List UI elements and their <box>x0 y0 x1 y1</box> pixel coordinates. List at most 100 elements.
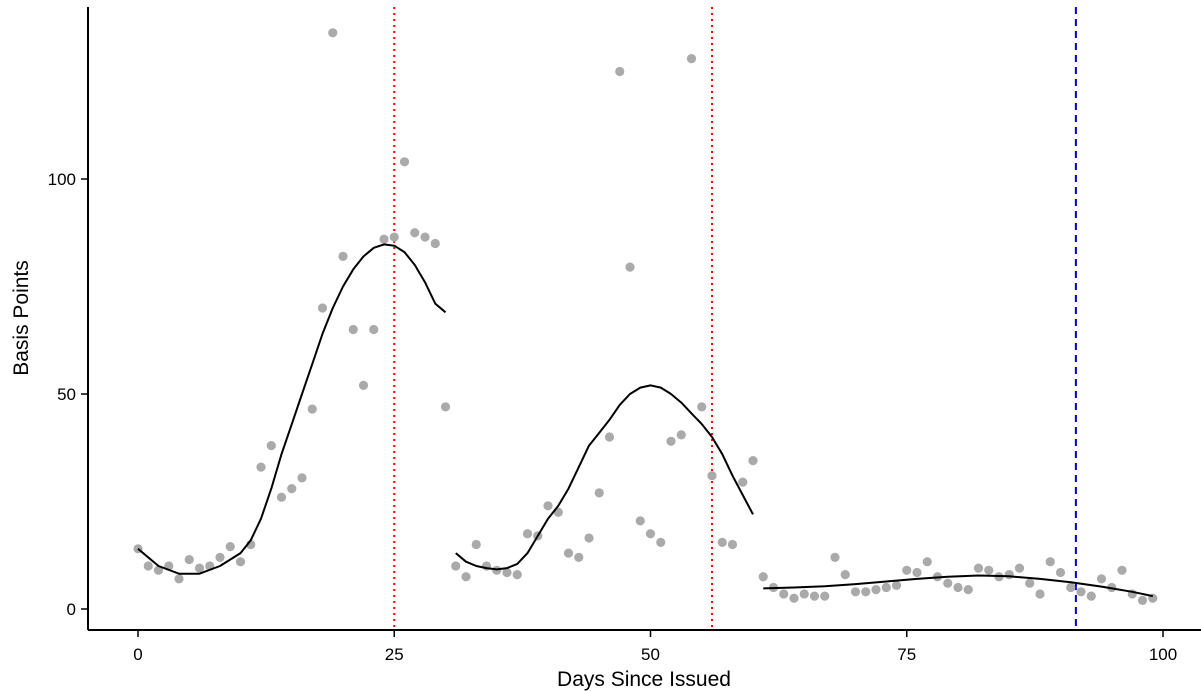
x-tick-label: 50 <box>641 645 660 664</box>
data-point <box>1014 563 1025 573</box>
data-point <box>1045 557 1055 567</box>
data-point <box>943 578 953 588</box>
data-point <box>215 552 225 563</box>
data-point <box>563 548 574 558</box>
data-point <box>707 471 717 481</box>
data-point <box>328 28 338 38</box>
data-point <box>963 585 973 595</box>
data-point <box>912 567 922 578</box>
x-tick-label: 0 <box>133 645 142 664</box>
y-ticks: 0 50 100 <box>48 170 88 619</box>
data-point <box>891 580 902 590</box>
y-axis-title: Basis Points <box>10 260 33 376</box>
data-point <box>194 563 205 573</box>
data-point <box>697 402 707 412</box>
data-point <box>317 303 328 313</box>
data-point <box>451 561 461 571</box>
data-point <box>738 477 748 487</box>
data-point <box>276 492 287 502</box>
y-tick-label: 50 <box>57 385 76 404</box>
data-point <box>430 238 440 249</box>
data-point <box>379 234 389 244</box>
data-point <box>717 537 727 547</box>
ref-lines <box>393 7 1077 629</box>
x-tick-label: 25 <box>385 645 404 664</box>
data-point <box>840 570 850 580</box>
data-point <box>830 552 840 563</box>
data-point <box>1137 595 1148 606</box>
data-point <box>973 563 984 573</box>
data-point <box>1035 589 1045 599</box>
scatter-points <box>133 28 1158 606</box>
data-point <box>984 565 994 575</box>
data-point <box>143 561 153 571</box>
data-point <box>1055 567 1066 578</box>
data-point <box>174 574 184 584</box>
data-point <box>953 582 963 593</box>
data-point <box>440 402 451 412</box>
data-point <box>225 542 235 552</box>
data-point <box>358 380 369 390</box>
data-point <box>338 251 348 261</box>
data-point <box>1004 570 1014 580</box>
data-point <box>1117 565 1127 575</box>
data-point <box>266 441 276 451</box>
data-point <box>902 565 912 575</box>
data-point <box>307 404 317 414</box>
smooth-line <box>137 243 447 575</box>
data-point <box>153 565 164 575</box>
data-point <box>1025 578 1035 588</box>
data-point <box>861 587 871 597</box>
smooth-line <box>455 384 754 571</box>
x-tick-label: 75 <box>897 645 916 664</box>
data-point <box>410 228 420 238</box>
data-point <box>789 593 799 603</box>
data-point <box>184 554 194 565</box>
data-point <box>297 473 307 483</box>
data-point <box>1076 587 1086 597</box>
data-point <box>502 567 512 578</box>
data-point <box>235 557 246 567</box>
data-point <box>389 232 399 242</box>
data-point <box>615 66 625 77</box>
data-point <box>574 552 584 563</box>
data-point <box>820 591 830 601</box>
y-tick-label: 0 <box>67 600 76 619</box>
x-axis-title: Days Since Issued <box>557 668 731 691</box>
data-point <box>779 589 789 599</box>
data-point <box>809 591 820 601</box>
data-point <box>369 324 379 335</box>
smooth-lines <box>137 243 1154 598</box>
data-point <box>758 572 768 582</box>
x-tick-label: 100 <box>1149 645 1177 664</box>
data-point <box>799 589 809 599</box>
data-point <box>881 582 891 593</box>
data-point <box>922 557 932 567</box>
data-point <box>635 516 645 526</box>
data-point <box>727 539 738 550</box>
data-point <box>1086 591 1096 601</box>
data-point <box>461 572 471 582</box>
data-point <box>287 484 297 494</box>
data-point <box>645 529 656 539</box>
data-point <box>1096 574 1107 584</box>
data-point <box>656 537 666 547</box>
data-point <box>348 324 358 335</box>
smooth-line <box>763 574 1154 598</box>
data-point <box>871 585 881 595</box>
x-ticks: 0 25 50 75 100 <box>133 630 1177 664</box>
data-point <box>512 570 522 580</box>
data-point <box>676 430 686 440</box>
data-point <box>522 529 533 539</box>
y-tick-label: 100 <box>48 170 76 189</box>
data-point <box>420 232 430 242</box>
data-point <box>543 501 553 511</box>
data-point <box>399 157 410 167</box>
data-point <box>666 436 676 446</box>
data-point <box>594 488 604 498</box>
data-point <box>686 54 697 64</box>
data-point <box>850 587 861 597</box>
axes <box>87 7 1201 631</box>
data-point <box>584 533 594 543</box>
